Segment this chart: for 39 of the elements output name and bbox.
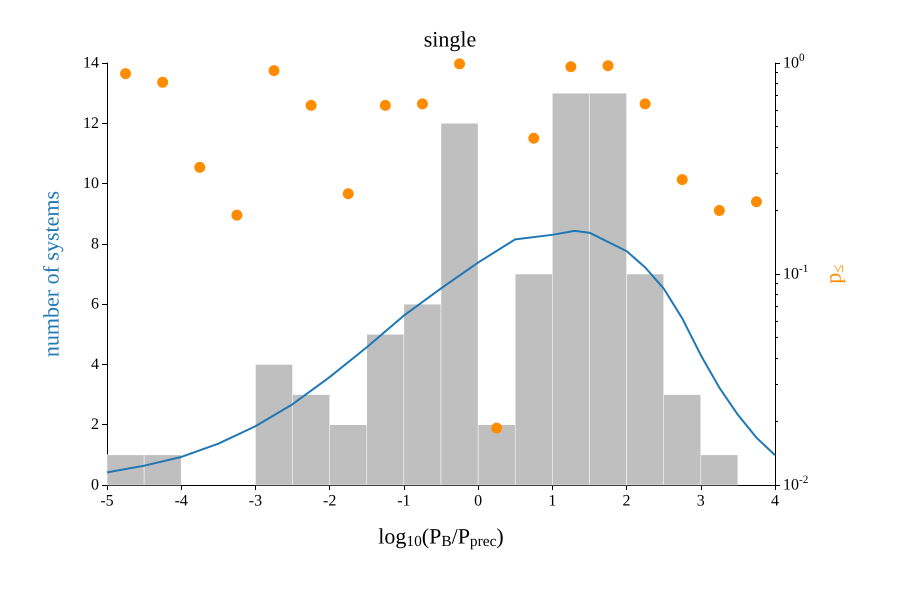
point <box>416 98 428 110</box>
point <box>268 65 280 76</box>
point <box>491 422 502 434</box>
x-tick-label: 4 <box>771 492 779 510</box>
x-tick-label: 1 <box>548 492 556 510</box>
chart-title: single <box>424 26 476 52</box>
point <box>454 58 466 70</box>
x-tick-label: 3 <box>696 492 705 510</box>
point <box>676 174 688 186</box>
point <box>565 61 576 72</box>
x-tick-label: -4 <box>174 492 188 510</box>
point <box>194 162 206 173</box>
x-tick-label: -2 <box>323 492 336 510</box>
point <box>528 132 540 144</box>
x-tick-label: 2 <box>622 492 631 510</box>
y-tick-label: 6 <box>91 296 99 313</box>
point <box>714 204 725 216</box>
y-tick-label: 0 <box>91 476 99 494</box>
x-tick-label: 0 <box>474 492 482 510</box>
point <box>306 100 317 111</box>
y2-axis-title: p≤ <box>820 264 847 284</box>
x-tick-label: -1 <box>397 492 411 510</box>
y-tick-label: 2 <box>91 416 99 434</box>
x-tick-label: -5 <box>100 492 114 510</box>
y-tick-label: 8 <box>91 235 99 252</box>
y-tick-label: 14 <box>83 54 99 72</box>
y-tick-label: 4 <box>91 356 99 373</box>
point <box>157 76 168 88</box>
point <box>342 188 354 200</box>
x-tick-label: -3 <box>248 492 262 510</box>
point <box>120 68 132 80</box>
y-tick-label: 10 <box>83 175 99 192</box>
point <box>231 210 242 221</box>
y-tick-label: 12 <box>83 114 99 132</box>
point <box>640 98 651 110</box>
point <box>750 196 762 208</box>
point <box>380 100 391 111</box>
y-axis-title: number of systems <box>38 190 64 358</box>
point <box>602 60 614 72</box>
